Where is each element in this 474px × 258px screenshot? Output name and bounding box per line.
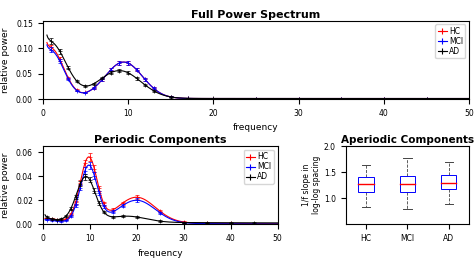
Bar <box>441 175 456 189</box>
Y-axis label: relative power: relative power <box>1 27 10 93</box>
X-axis label: frequency: frequency <box>137 249 183 258</box>
Title: Periodic Components: Periodic Components <box>94 135 227 145</box>
Title: Aperiodic Components: Aperiodic Components <box>341 135 474 145</box>
Title: Full Power Spectrum: Full Power Spectrum <box>191 10 320 20</box>
Bar <box>358 178 374 192</box>
X-axis label: frequency: frequency <box>233 123 279 132</box>
Legend: HC, MCI, AD: HC, MCI, AD <box>435 25 465 58</box>
Bar <box>400 176 415 191</box>
Y-axis label: 1/f slope in
log-log spacing: 1/f slope in log-log spacing <box>302 156 321 214</box>
Legend: HC, MCI, AD: HC, MCI, AD <box>244 150 273 184</box>
Y-axis label: relative power: relative power <box>1 152 10 218</box>
